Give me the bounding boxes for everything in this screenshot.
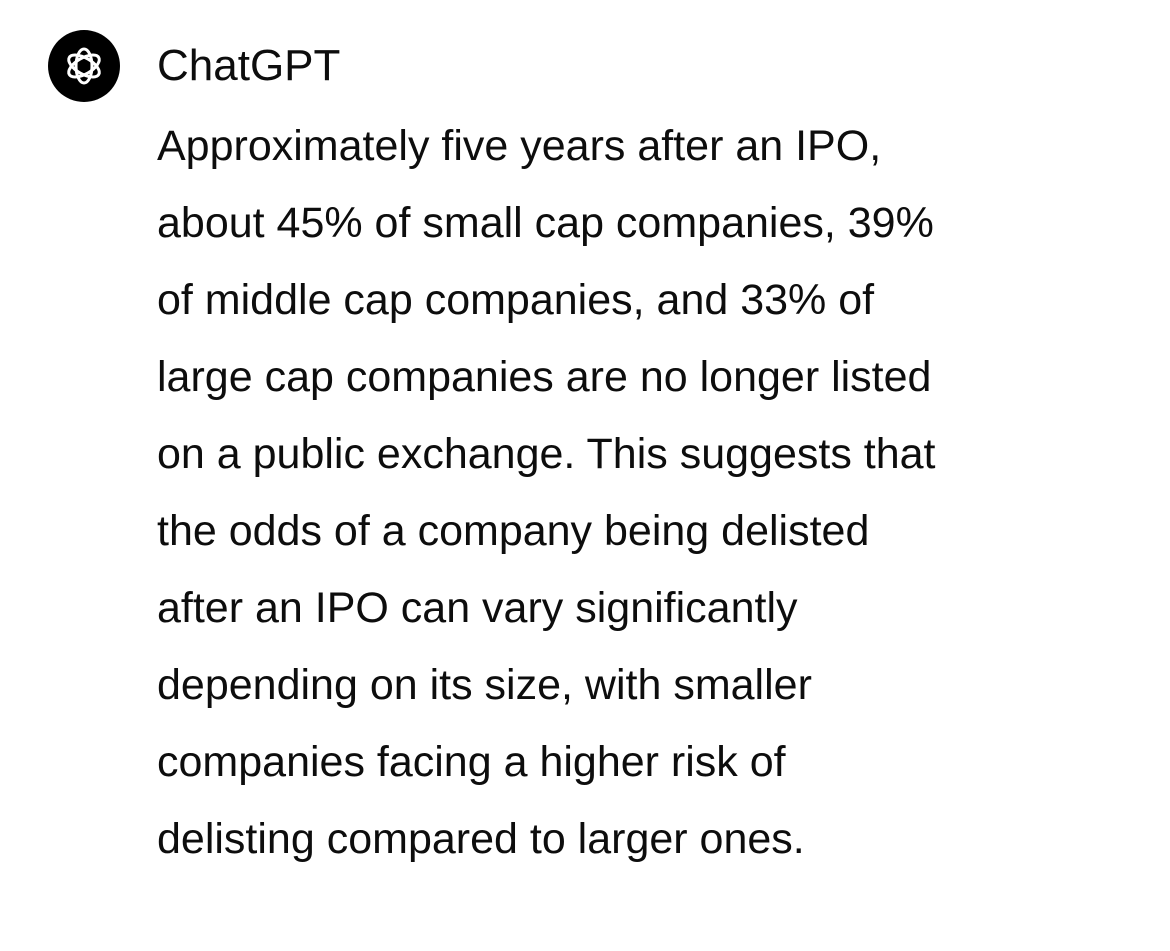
- message-line: delisting compared to larger ones.: [157, 815, 805, 863]
- message-line: large cap companies are no longer listed: [157, 353, 932, 401]
- message-line: on a public exchange. This suggests that: [157, 430, 936, 478]
- message-line: depending on its size, with smaller: [157, 661, 812, 709]
- message-line: about 45% of small cap companies, 39%: [157, 199, 934, 247]
- sender-name: ChatGPT: [157, 41, 341, 90]
- message-line: of middle cap companies, and 33% of: [157, 276, 875, 324]
- message-line: after an IPO can vary significantly: [157, 584, 798, 632]
- message-line: Approximately five years after an IPO,: [157, 122, 882, 170]
- message-line: the odds of a company being delisted: [157, 507, 870, 555]
- message-body: Approximately five years after an IPO, ab…: [157, 108, 936, 878]
- message-line: companies facing a higher risk of: [157, 738, 786, 786]
- avatar: [48, 30, 120, 102]
